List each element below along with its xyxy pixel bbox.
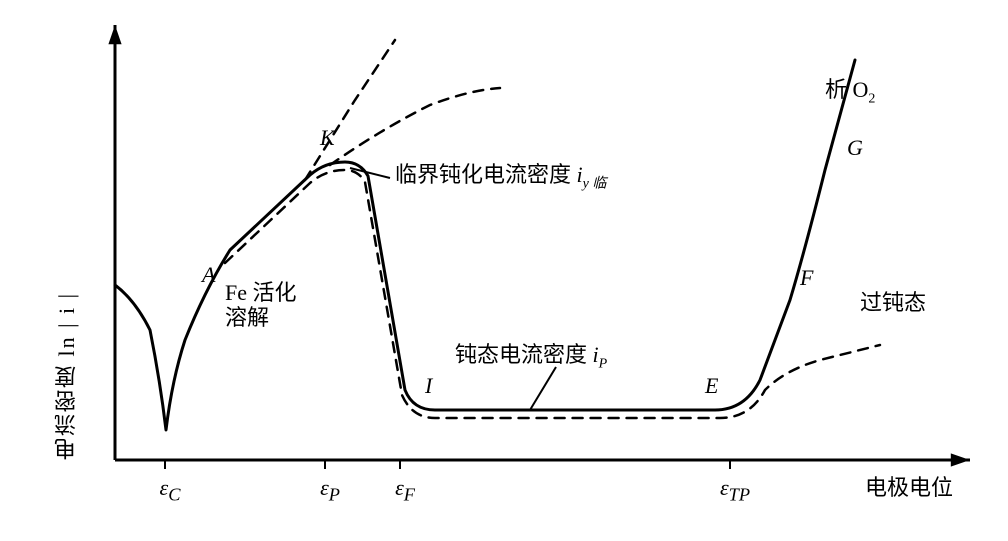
x-tick-label: εTP	[700, 475, 770, 505]
point-label-A: A	[200, 262, 216, 287]
point-label-F: F	[799, 265, 814, 290]
x-tick-label: εP	[295, 475, 365, 505]
x-axis-arrow	[951, 453, 970, 466]
y-axis-label: 电流密度 ln | i |	[54, 140, 94, 460]
point-label-K: K	[319, 125, 336, 150]
point-label-G: G	[847, 135, 863, 160]
point-label-I: I	[424, 373, 434, 398]
label-critical-current: 临界钝化电流密度 iy 临	[395, 162, 725, 196]
tafel-dashed-1	[305, 40, 395, 180]
x-tick-label: εF	[370, 475, 440, 505]
point-label-E: E	[704, 373, 719, 398]
label-fe-active: Fe 活化溶解	[225, 280, 345, 340]
label-transpassive: 过钝态	[860, 290, 980, 324]
x-tick-label: εC	[135, 475, 205, 505]
label-o2-evolution: 析 O2	[825, 77, 925, 111]
label-passive-current: 钝态电流密度 iP	[455, 342, 715, 376]
y-axis-arrow	[108, 25, 121, 44]
x-axis-label: 电极电位	[865, 475, 995, 505]
